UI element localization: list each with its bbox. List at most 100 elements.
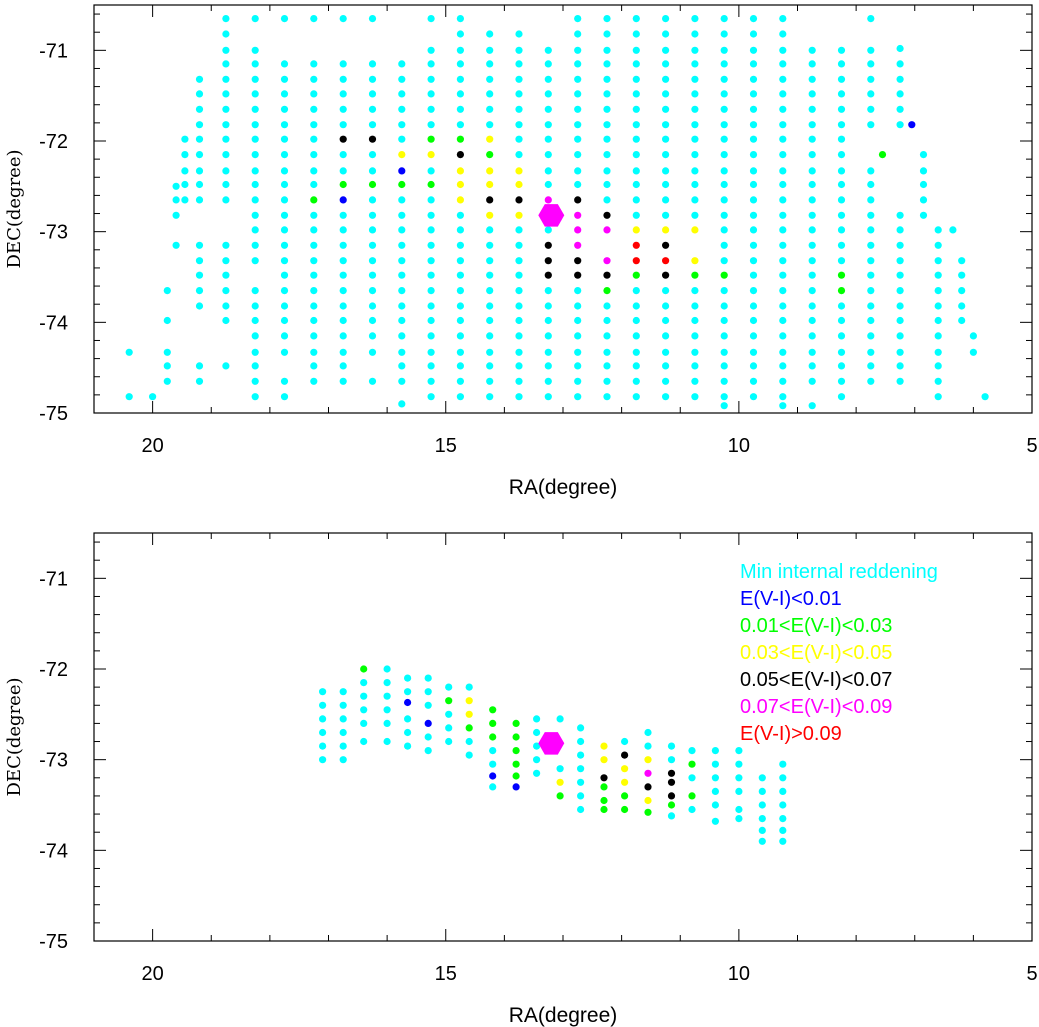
data-point (632, 393, 640, 401)
data-point (222, 46, 230, 54)
data-point (280, 302, 289, 310)
data-point (486, 271, 494, 279)
data-point (662, 75, 670, 83)
data-point (280, 151, 289, 159)
data-point (808, 151, 816, 159)
data-point (644, 808, 652, 816)
data-point (310, 302, 318, 310)
data-point (251, 257, 259, 265)
data-point (195, 362, 204, 370)
data-point (808, 211, 816, 219)
data-point (632, 167, 640, 175)
data-point (456, 30, 464, 38)
data-point (251, 15, 259, 23)
data-point (398, 211, 406, 219)
data-point (515, 167, 523, 175)
data-point (251, 167, 259, 175)
data-point (691, 393, 699, 401)
data-point (720, 402, 728, 410)
data-point (456, 257, 464, 265)
data-point (720, 287, 728, 295)
data-point (222, 287, 230, 295)
data-point (577, 737, 585, 746)
data-point (398, 400, 406, 408)
data-point (427, 15, 435, 23)
data-point (600, 805, 608, 814)
data-point (574, 302, 582, 310)
data-point (711, 801, 720, 809)
data-point (251, 241, 259, 249)
data-point (644, 769, 652, 777)
data-point (486, 180, 494, 189)
data-point (837, 180, 846, 189)
data-point (662, 30, 670, 38)
data-point (934, 348, 942, 356)
data-point (934, 257, 942, 265)
data-point (919, 211, 928, 219)
data-point (632, 105, 640, 113)
data-point (556, 778, 564, 786)
data-point (251, 393, 259, 401)
center-hexagon-marker (538, 732, 565, 755)
data-point (896, 348, 904, 356)
data-point (515, 180, 523, 189)
data-point (280, 287, 289, 295)
data-point (465, 710, 473, 718)
data-point (163, 377, 171, 385)
data-point (398, 332, 406, 340)
data-point (574, 196, 582, 204)
data-point (603, 316, 611, 325)
data-point (867, 46, 875, 54)
data-point (398, 241, 406, 249)
data-point (398, 135, 406, 143)
data-point (749, 105, 758, 113)
data-point (515, 211, 523, 219)
data-point (600, 783, 608, 791)
data-point (574, 90, 582, 98)
data-point (222, 105, 230, 113)
data-point (621, 778, 629, 786)
data-point (779, 332, 787, 340)
data-point (427, 316, 435, 325)
data-point (867, 211, 875, 219)
data-point (808, 348, 816, 356)
data-point (779, 121, 787, 129)
data-point (222, 257, 230, 265)
data-point (544, 151, 552, 159)
data-point (251, 302, 259, 310)
data-point (837, 362, 846, 370)
data-point (398, 60, 406, 68)
data-point (632, 46, 640, 54)
data-point (222, 302, 230, 310)
data-point (368, 75, 377, 83)
data-point (735, 760, 743, 768)
data-point (867, 362, 875, 370)
data-point (172, 241, 180, 249)
data-point (310, 332, 318, 340)
data-point (779, 815, 787, 823)
data-point (533, 742, 541, 750)
data-point (195, 121, 204, 129)
data-point (779, 787, 787, 796)
data-point (632, 377, 640, 385)
data-point (465, 724, 473, 732)
data-point (360, 737, 368, 746)
data-point (603, 377, 611, 385)
data-point (808, 271, 816, 279)
data-point (456, 271, 464, 279)
data-point (222, 316, 230, 325)
data-point (544, 196, 552, 204)
data-point (808, 241, 816, 249)
data-point (427, 271, 435, 279)
data-point (515, 332, 523, 340)
data-point (632, 211, 640, 219)
data-point (808, 402, 816, 410)
data-point (489, 747, 497, 755)
data-point (603, 167, 611, 175)
data-point (486, 332, 494, 340)
data-point (632, 151, 640, 159)
data-point (222, 121, 230, 129)
data-point (195, 180, 204, 189)
data-points (319, 665, 787, 845)
